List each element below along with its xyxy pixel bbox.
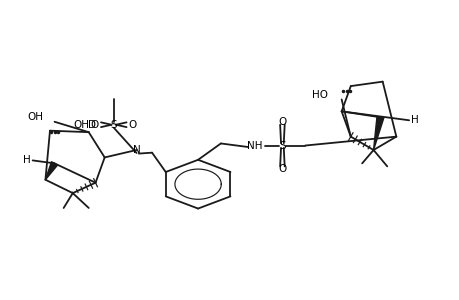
Text: O: O — [278, 164, 286, 174]
Text: H: H — [410, 115, 418, 125]
Text: OH: OH — [73, 120, 89, 130]
Text: O: O — [129, 120, 137, 130]
Text: NH: NH — [247, 140, 262, 151]
Text: S: S — [279, 140, 285, 151]
Text: S: S — [110, 120, 117, 130]
Polygon shape — [45, 162, 57, 180]
Text: D: D — [88, 120, 96, 130]
Polygon shape — [373, 117, 383, 150]
Text: O: O — [90, 120, 99, 130]
Text: OH: OH — [27, 112, 43, 122]
Text: O: O — [278, 117, 286, 127]
Text: N: N — [132, 145, 140, 155]
Text: H: H — [23, 155, 31, 165]
Text: HO: HO — [311, 90, 327, 100]
